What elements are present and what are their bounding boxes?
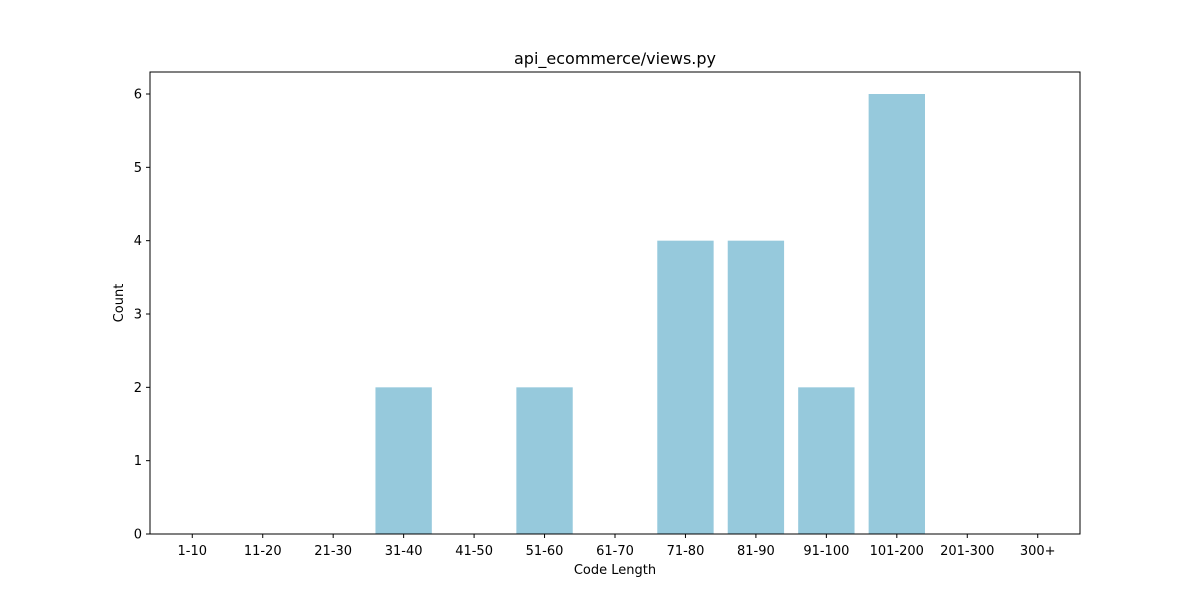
bar-91-100	[798, 387, 855, 534]
x-tick-label: 11-20	[244, 544, 282, 559]
x-tick-label: 71-80	[667, 544, 705, 559]
plot-frame	[149, 71, 1081, 535]
x-axis: 1-10 11-20 21-30 31-40 41-50 51-60 61-70 71-80 8…	[178, 534, 1056, 559]
bar-71-80	[657, 240, 714, 534]
x-tick-label: 300+	[1020, 544, 1056, 559]
bars-group	[375, 94, 925, 534]
x-tick-label: 41-50	[455, 544, 493, 559]
x-tick-label: 91-100	[803, 544, 849, 559]
y-tick-label: 3	[134, 308, 142, 323]
y-tick-label: 2	[134, 381, 142, 396]
x-tick-label: 201-300	[940, 544, 994, 559]
y-tick-label: 0	[134, 528, 142, 543]
x-tick-label: 81-90	[737, 544, 775, 559]
y-tick-label: 4	[134, 234, 142, 249]
x-tick-label: 1-10	[178, 544, 208, 559]
bar-31-40	[375, 387, 432, 534]
x-tick-label: 21-30	[314, 544, 352, 559]
y-tick-label: 5	[134, 161, 142, 176]
x-tick-label: 101-200	[870, 544, 924, 559]
bar-51-60	[516, 387, 573, 534]
x-tick-label: 31-40	[385, 544, 423, 559]
x-axis-label: Code Length	[574, 563, 656, 578]
bar-101-200	[868, 94, 925, 534]
bar-81-90	[727, 240, 785, 534]
y-tick-label: 1	[134, 454, 142, 469]
chart-title: api_ecommerce/views.py	[514, 49, 716, 69]
x-tick-label: 51-60	[526, 544, 564, 559]
y-axis-label: Count	[112, 284, 127, 323]
y-axis: 0 1 2 3 4 5 6	[134, 88, 150, 543]
y-tick-label: 6	[134, 88, 142, 103]
x-tick-label: 61-70	[596, 544, 634, 559]
